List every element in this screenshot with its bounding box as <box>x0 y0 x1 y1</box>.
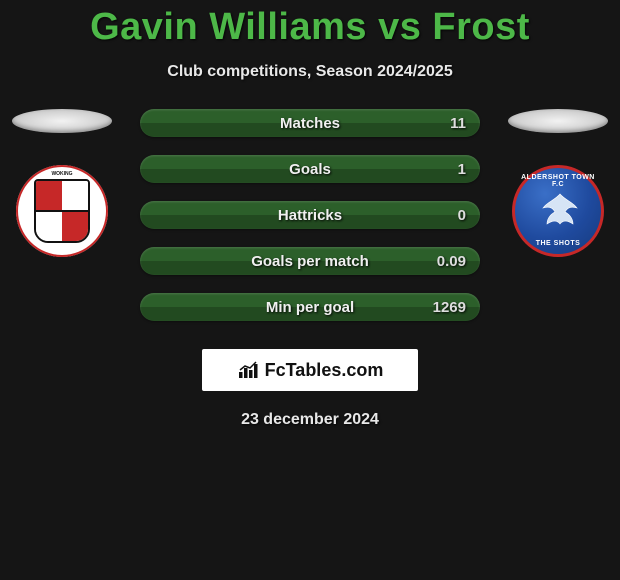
phoenix-icon <box>537 190 583 236</box>
stat-label: Hattricks <box>278 207 342 224</box>
stat-value-right: 0.09 <box>437 253 466 270</box>
badge-right-bottom-text: THE SHOTS <box>515 240 601 247</box>
stat-row: Min per goal 1269 <box>140 293 480 321</box>
stat-row: Goals per match 0.09 <box>140 247 480 275</box>
stat-row: Matches 11 <box>140 109 480 137</box>
stat-label: Goals per match <box>251 253 369 270</box>
subtitle: Club competitions, Season 2024/2025 <box>0 63 620 81</box>
page-title: Gavin Williams vs Frost <box>0 0 620 49</box>
stat-label: Matches <box>280 115 340 132</box>
stat-value-right: 1 <box>458 161 466 178</box>
right-side: ALDERSHOT TOWN F.C THE SHOTS <box>508 109 608 257</box>
logo-text: FcTables.com <box>265 360 384 381</box>
chart-icon <box>237 360 261 380</box>
player-right-ellipse <box>508 109 608 133</box>
club-badge-left: WOKING <box>16 165 108 257</box>
stat-value-right: 11 <box>450 115 466 132</box>
stat-row: Hattricks 0 <box>140 201 480 229</box>
stat-label: Min per goal <box>266 299 354 316</box>
left-side: WOKING <box>12 109 112 257</box>
player-left-ellipse <box>12 109 112 133</box>
stat-value-right: 1269 <box>433 299 466 316</box>
stats-table: Matches 11 Goals 1 Hattricks 0 Goals per… <box>140 109 480 321</box>
stat-row: Goals 1 <box>140 155 480 183</box>
comparison-panel: WOKING Matches 11 Goals 1 Hattricks 0 Go… <box>0 109 620 321</box>
fctables-logo: FcTables.com <box>202 349 418 391</box>
stat-value-right: 0 <box>458 207 466 224</box>
stat-label: Goals <box>289 161 331 178</box>
club-badge-right: ALDERSHOT TOWN F.C THE SHOTS <box>512 165 604 257</box>
badge-left-text: WOKING <box>51 171 72 177</box>
badge-right-top-text: ALDERSHOT TOWN F.C <box>515 174 601 188</box>
date-text: 23 december 2024 <box>0 411 620 429</box>
